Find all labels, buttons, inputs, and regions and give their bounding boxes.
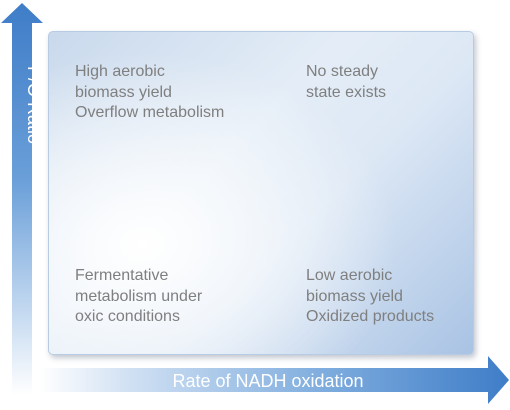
y-axis-arrow-shape [1,3,43,395]
x-axis-arrow-shape [40,356,509,404]
x-axis-arrow: Rate of NADH oxidation [40,356,509,404]
quadrant-bottom-right-text: Low aerobic biomass yield Oxidized produ… [306,267,435,325]
y-axis-label: P/O Ratio [24,66,44,144]
quadrant-panel [48,31,474,355]
quadrant-bottom-left-text: Fermentative metabolism under oxic condi… [75,267,203,325]
y-axis-arrow: P/O Ratio [1,3,44,395]
quadrant-top-left-text: High aerobic biomass yield Overflow meta… [75,63,225,121]
quadrant-top-right-text: No steady state exists [306,63,387,101]
x-axis-label: Rate of NADH oxidation [172,371,363,391]
